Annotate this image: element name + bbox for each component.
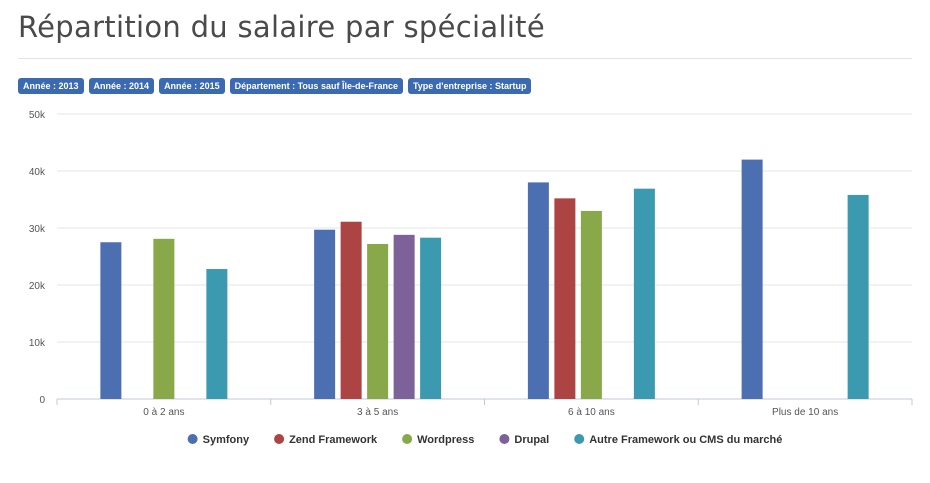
x-tick-label: 3 à 5 ans	[357, 407, 398, 418]
y-tick-label: 20k	[29, 281, 46, 292]
filter-tag-department[interactable]: Département : Tous sauf Île-de-France	[229, 78, 403, 94]
bar-autre-framework-ou-cms-du-march--0[interactable]	[206, 269, 228, 399]
bar-symfony-1[interactable]	[314, 229, 336, 399]
bar-autre-framework-ou-cms-du-march--2[interactable]	[633, 188, 655, 399]
x-tick-label: 6 à 10 ans	[568, 407, 615, 418]
legend-label-zend-framework: Zend Framework	[289, 434, 378, 446]
filter-tag-year-2013[interactable]: Année : 2013	[18, 78, 84, 94]
bar-symfony-0[interactable]	[100, 242, 122, 399]
legend-label-autre-framework-ou-cms-du-march-: Autre Framework ou CMS du marché	[589, 434, 782, 446]
x-tick-label: 0 à 2 ans	[143, 407, 184, 418]
legend-marker-symfony[interactable]	[187, 434, 198, 444]
title-divider	[18, 58, 912, 59]
y-tick-label: 30k	[29, 224, 46, 235]
filter-tag-year-2014[interactable]: Année : 2014	[88, 78, 155, 94]
bar-symfony-3[interactable]	[741, 159, 763, 399]
bar-wordpress-2[interactable]	[580, 210, 602, 399]
y-tick-label: 0	[39, 395, 45, 406]
legend-label-symfony: Symfony	[203, 434, 250, 446]
legend-label-wordpress: Wordpress	[417, 434, 474, 446]
bar-zend-framework-1[interactable]	[340, 221, 362, 399]
y-tick-label: 10k	[29, 338, 46, 349]
legend-marker-autre-framework-ou-cms-du-march-[interactable]	[574, 434, 585, 444]
y-tick-label: 50k	[29, 110, 46, 121]
legend-label-drupal: Drupal	[514, 434, 549, 446]
bar-symfony-2[interactable]	[527, 182, 549, 399]
bar-autre-framework-ou-cms-du-march--3[interactable]	[847, 194, 869, 399]
y-tick-label: 40k	[29, 167, 46, 178]
filter-tag-company-type[interactable]: Type d'entreprise : Startup	[407, 78, 532, 94]
filter-tag-year-2015[interactable]: Année : 2015	[159, 78, 225, 94]
bar-autre-framework-ou-cms-du-march--1[interactable]	[420, 237, 442, 399]
bar-wordpress-0[interactable]	[153, 238, 175, 399]
bar-wordpress-1[interactable]	[367, 243, 389, 399]
filter-tags: Année : 2013 Année : 2014 Année : 2015 D…	[18, 78, 532, 94]
x-tick-label: Plus de 10 ans	[772, 407, 838, 418]
page-title: Répartition du salaire par spécialité	[18, 10, 545, 44]
legend-marker-wordpress[interactable]	[402, 434, 413, 444]
bar-zend-framework-2[interactable]	[554, 198, 576, 399]
bar-drupal-1[interactable]	[393, 234, 415, 399]
legend-marker-zend-framework[interactable]	[274, 434, 285, 444]
legend-marker-drupal[interactable]	[499, 434, 510, 444]
